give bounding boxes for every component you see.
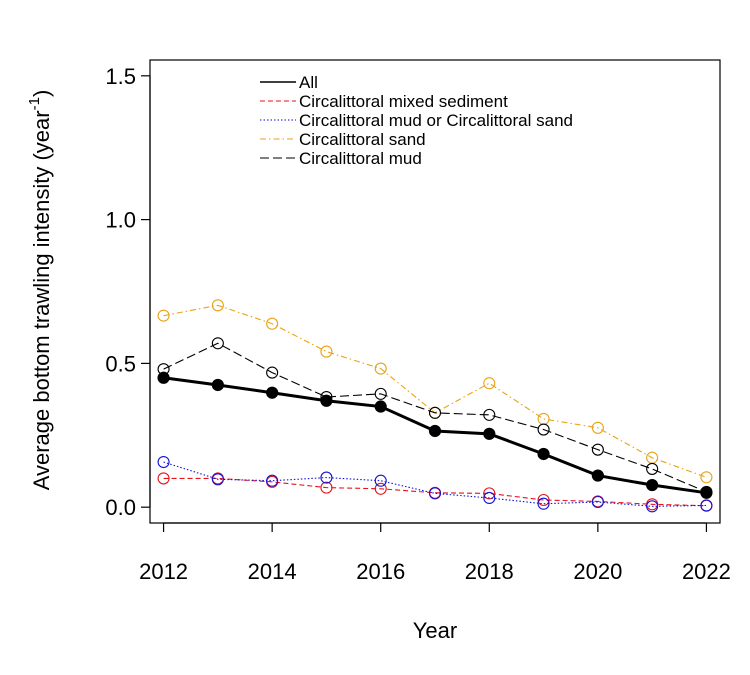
data-point — [320, 345, 333, 358]
data-point — [320, 481, 333, 494]
series-line — [163, 342, 707, 493]
series-line — [163, 304, 707, 478]
data-point — [700, 499, 713, 512]
legend-label: Circalittoral sand — [299, 130, 426, 149]
y-axis-title: Average bottom trawling intensity (year-… — [26, 90, 54, 491]
data-point — [211, 337, 224, 350]
series-circalittoral-sand — [157, 299, 713, 484]
data-point — [374, 474, 387, 487]
data-point — [591, 421, 604, 434]
legend-label: Circalittoral mud or Circalittoral sand — [299, 111, 573, 130]
data-point — [266, 317, 279, 330]
data-point — [646, 478, 659, 492]
data-point — [211, 473, 224, 486]
data-point — [157, 363, 170, 376]
data-point — [537, 493, 550, 507]
data-point — [266, 366, 279, 379]
data-point — [537, 447, 550, 461]
data-point — [700, 485, 713, 498]
x-tick-label: 2014 — [248, 559, 297, 584]
x-tick-label: 2012 — [139, 559, 188, 584]
series-circalittoral-mud — [157, 337, 713, 498]
data-point — [266, 386, 279, 399]
data-point — [157, 309, 170, 322]
series-all — [157, 371, 713, 499]
data-point — [483, 487, 496, 500]
y-axis-title-close: ) — [29, 90, 54, 97]
data-point — [211, 299, 224, 312]
data-point — [428, 406, 442, 419]
data-point — [428, 487, 442, 500]
series-layer — [157, 299, 713, 513]
x-axis-title: Year — [413, 618, 457, 643]
data-point — [157, 455, 170, 469]
legend-label: All — [299, 73, 318, 92]
data-point — [211, 378, 224, 392]
data-point — [537, 412, 550, 425]
data-point — [700, 471, 713, 484]
x-axis: 2012 2014 2016 2018 2020 2022 — [139, 522, 731, 584]
series-line — [163, 477, 707, 507]
data-point — [483, 408, 496, 421]
data-point — [428, 424, 442, 438]
data-point — [646, 462, 659, 475]
data-point — [320, 390, 333, 404]
data-point — [483, 491, 496, 505]
data-point — [700, 486, 713, 499]
data-point — [646, 500, 659, 513]
series-circalittoral-mixed-sediment — [157, 472, 713, 512]
x-tick-label: 2018 — [465, 559, 514, 584]
y-axis-title-superscript: -1 — [26, 97, 43, 110]
data-point — [374, 387, 387, 400]
data-point — [157, 472, 170, 485]
data-point — [483, 427, 496, 440]
series-circalittoral-mud-or-circalittoral-sand — [157, 455, 713, 513]
data-point — [374, 362, 387, 375]
data-point — [537, 423, 550, 436]
series-line — [163, 461, 707, 507]
x-tick-label: 2020 — [573, 559, 622, 584]
y-tick-label: 1.5 — [105, 64, 136, 89]
data-point — [374, 482, 387, 495]
data-point — [483, 377, 496, 390]
data-point — [266, 474, 279, 487]
x-tick-label: 2016 — [356, 559, 405, 584]
data-point — [320, 471, 333, 484]
data-point — [320, 394, 333, 407]
y-tick-label: 1.0 — [105, 208, 136, 233]
data-point — [374, 400, 387, 413]
y-axis-title-main: Average bottom trawling intensity (year — [29, 110, 54, 490]
data-point — [537, 497, 550, 510]
data-point — [157, 371, 170, 384]
y-tick-label: 0.0 — [105, 495, 136, 520]
x-tick-label: 2022 — [682, 559, 731, 584]
data-point — [591, 469, 604, 482]
data-point — [591, 443, 604, 456]
y-axis: 0.0 0.5 1.0 1.5 — [105, 64, 151, 520]
legend-label: Circalittoral mixed sediment — [299, 92, 508, 111]
y-tick-label: 0.5 — [105, 351, 136, 376]
legend-label: Circalittoral mud — [299, 149, 422, 168]
data-point — [591, 495, 604, 509]
